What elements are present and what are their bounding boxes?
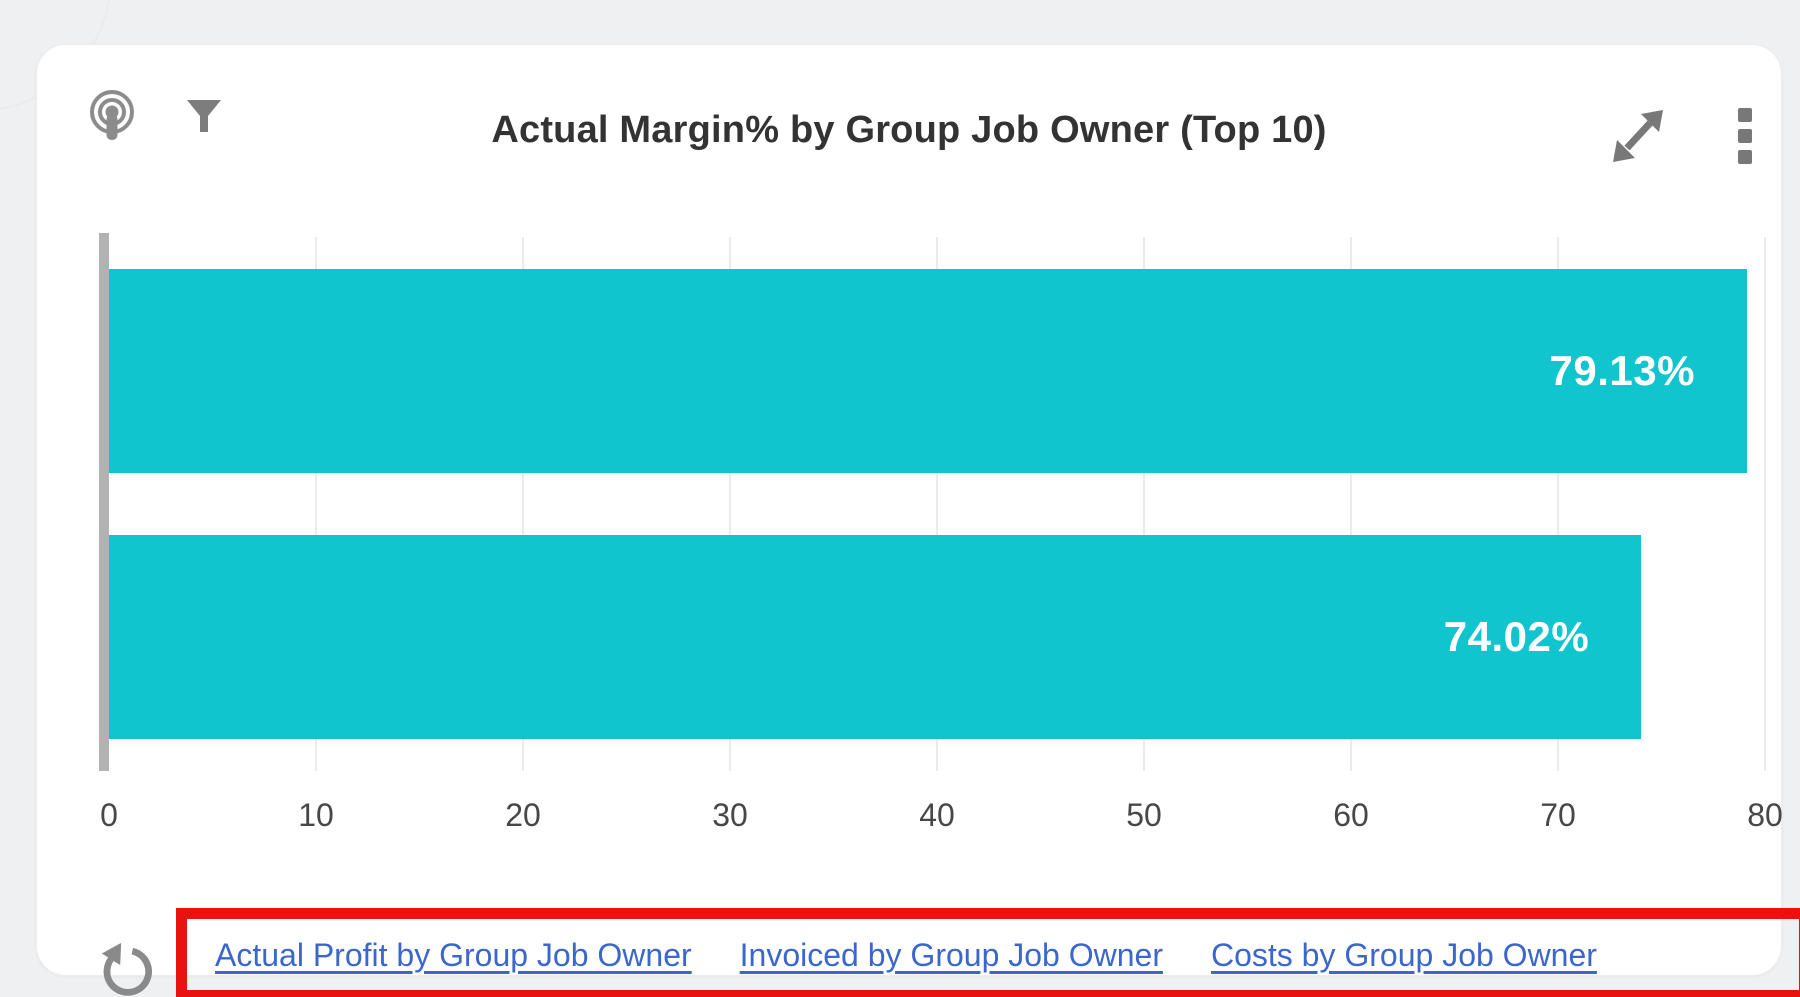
link-invoiced[interactable]: Invoiced by Group Job Owner (739, 936, 1163, 973)
gridline (729, 237, 731, 771)
bar-1[interactable]: 79.13% (109, 269, 1747, 473)
filter-icon[interactable] (179, 91, 229, 141)
refresh-undo-icon-svg (101, 942, 152, 996)
x-tick-label: 0 (100, 797, 118, 833)
expand-icon-svg (1613, 110, 1663, 162)
x-tick-label: 80 (1747, 797, 1783, 833)
bar-value-label: 79.13% (1549, 347, 1695, 394)
kebab-dot (1738, 108, 1752, 122)
x-tick-label: 10 (298, 797, 334, 833)
gridline (936, 237, 938, 771)
x-tick-label: 30 (712, 797, 748, 833)
x-tick-label: 50 (1126, 797, 1162, 833)
filter-icon-svg (187, 100, 221, 132)
gridline (1764, 237, 1766, 771)
x-tick-label: 40 (919, 797, 955, 833)
x-tick-label: 20 (505, 797, 541, 833)
kebab-dot (1738, 150, 1752, 164)
chart-widget-card: Actual Margin% by Group Job Owner (Top 1… (36, 44, 1800, 997)
x-tick-label: 70 (1540, 797, 1576, 833)
gridline (522, 237, 524, 771)
bar-value-label: 74.02% (1443, 613, 1590, 660)
gridline (1557, 237, 1559, 771)
related-report-links: Actual Profit by Group Job Owner Invoice… (215, 929, 1597, 981)
x-axis-tick-labels: 0 10 20 30 40 50 60 70 80 (100, 797, 1783, 837)
link-costs[interactable]: Costs by Group Job Owner (1210, 936, 1597, 973)
podcast-icon-svg (90, 90, 134, 140)
kebab-dot (1738, 129, 1752, 143)
chart-title: Actual Margin% by Group Job Owner (Top 1… (491, 109, 1327, 151)
gridline (315, 237, 317, 771)
plot-area: 79.13% 74.02% (109, 233, 1766, 771)
x-tick-label: 60 (1333, 797, 1369, 833)
bar-2[interactable]: 74.02% (109, 535, 1642, 739)
gridline (1350, 237, 1352, 771)
link-actual-profit[interactable]: Actual Profit by Group Job Owner (215, 936, 692, 973)
podcast-icon[interactable] (83, 87, 141, 145)
expand-icon[interactable] (1603, 101, 1673, 171)
y-axis-line (99, 233, 109, 771)
refresh-undo-icon[interactable] (93, 937, 159, 997)
kebab-menu-icon[interactable] (1725, 103, 1765, 169)
gridline (1143, 237, 1145, 771)
